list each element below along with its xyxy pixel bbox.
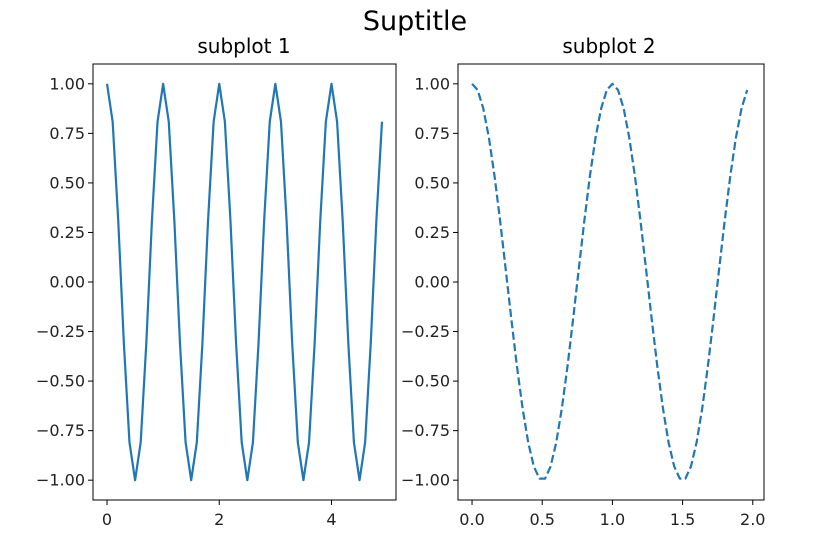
axes-frame xyxy=(92,63,397,501)
y-tick-label: −0.50 xyxy=(36,372,85,391)
y-tick-label: 0.50 xyxy=(49,173,85,192)
tick-group: 1.00 0.75 0.50 0.25 0.00 −0.25 −0.50 −0.75 −1.00… xyxy=(36,74,337,529)
subplot-2: subplot 2 1.00 0.75 0.50 0.25 0.00 −0.25 −0.50… xyxy=(401,34,766,529)
y-tick-label: −0.25 xyxy=(401,322,450,341)
y-tick-label: 1.00 xyxy=(49,74,85,93)
y-tick-label: 0.75 xyxy=(49,124,85,143)
y-tick-label: 0.00 xyxy=(49,273,85,292)
x-tick-label: 2 xyxy=(214,510,224,529)
x-tick-label: 0 xyxy=(102,510,112,529)
y-tick-label: 0.50 xyxy=(414,173,450,192)
y-tick-label: 1.00 xyxy=(414,74,450,93)
series-group xyxy=(471,82,749,480)
series-group xyxy=(105,82,384,482)
y-tick-label: −1.00 xyxy=(36,471,85,490)
x-tick-label: 0.5 xyxy=(529,510,554,529)
subplot-title: subplot 2 xyxy=(562,34,655,58)
x-tick-label: 0.0 xyxy=(459,510,484,529)
tick-group: 1.00 0.75 0.50 0.25 0.00 −0.25 −0.50 −0.75 −1.00… xyxy=(401,74,766,529)
y-tick-label: 0.25 xyxy=(414,223,450,242)
subplot-title: subplot 1 xyxy=(197,34,290,58)
series-line-1 xyxy=(105,82,384,482)
y-tick-label: −0.75 xyxy=(36,421,85,440)
x-tick-label: 4 xyxy=(326,510,336,529)
y-tick-label: 0.25 xyxy=(49,223,85,242)
x-tick-label: 2.0 xyxy=(740,510,765,529)
suptitle: Suptitle xyxy=(363,6,467,37)
y-tick-label: 0.75 xyxy=(414,124,450,143)
subplot-1: subplot 1 1.00 0.75 0.50 0.25 0.00 −0.25 −0.50… xyxy=(36,34,397,529)
x-tick-label: 1.5 xyxy=(670,510,695,529)
y-tick-label: −0.75 xyxy=(401,421,450,440)
y-tick-label: 0.00 xyxy=(414,273,450,292)
x-tick-label: 1.0 xyxy=(600,510,625,529)
y-tick-label: −0.25 xyxy=(36,322,85,341)
series-line-1 xyxy=(471,82,749,480)
y-tick-label: −1.00 xyxy=(401,471,450,490)
y-tick-label: −0.50 xyxy=(401,372,450,391)
